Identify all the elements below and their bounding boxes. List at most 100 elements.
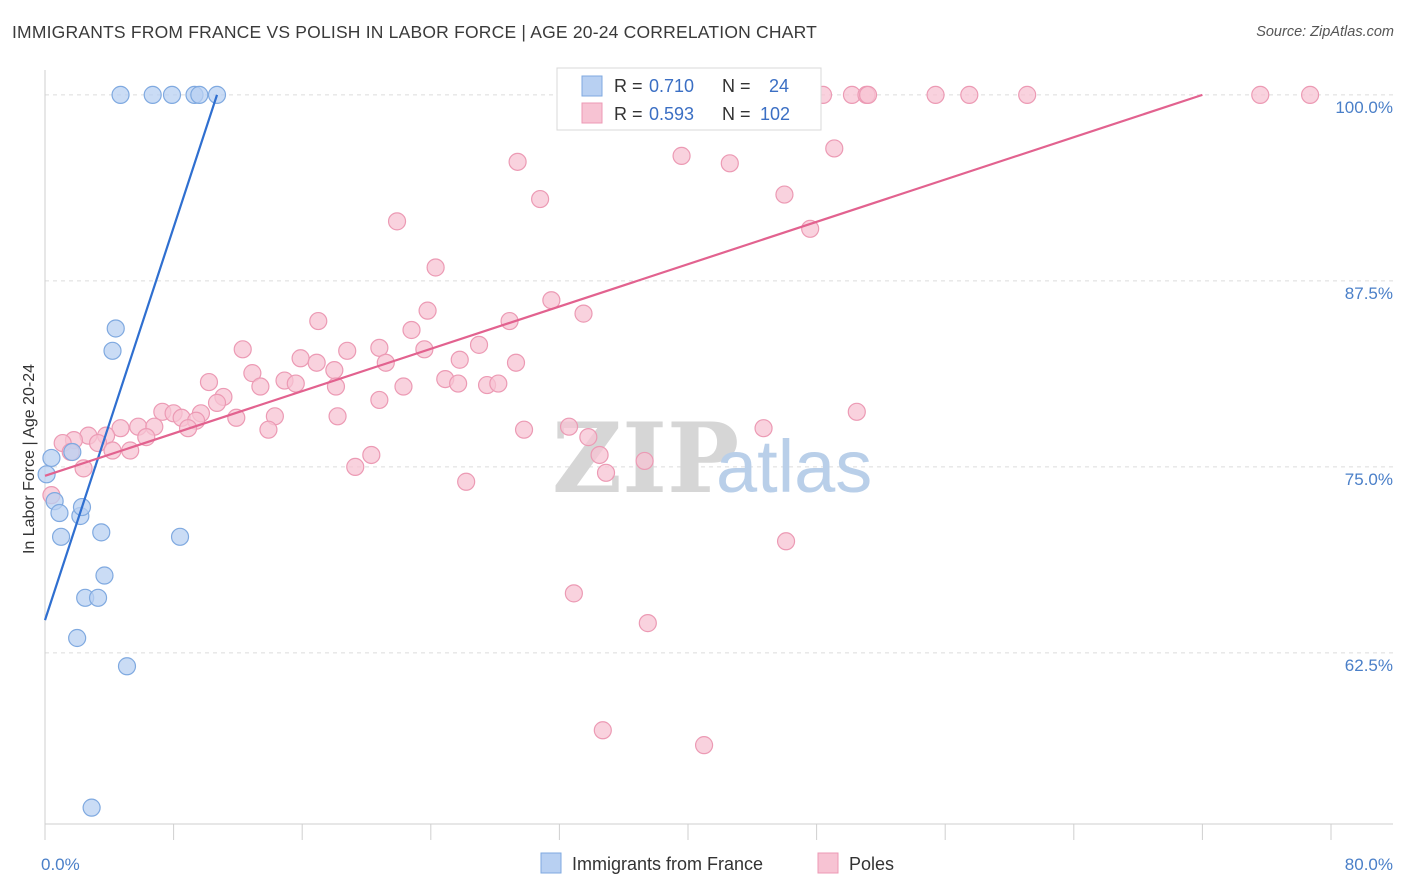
- point-poles: [325, 361, 344, 380]
- point-poles: [531, 189, 550, 209]
- point-poles: [847, 402, 866, 421]
- point-immigrants-from-france: [117, 657, 137, 676]
- point-poles: [450, 350, 469, 369]
- legend-r-label-2: R =: [614, 104, 643, 124]
- point-poles: [259, 420, 278, 439]
- chart-title: IMMIGRANTS FROM FRANCE VS POLISH IN LABO…: [12, 22, 817, 42]
- point-poles: [387, 212, 407, 231]
- x-tick-label: 80.0%: [1345, 855, 1393, 874]
- point-poles: [449, 374, 468, 393]
- point-poles: [775, 185, 794, 204]
- point-poles: [720, 154, 739, 173]
- point-poles: [469, 335, 489, 354]
- point-poles: [776, 532, 796, 551]
- point-poles: [338, 341, 357, 360]
- point-poles: [199, 372, 219, 392]
- point-poles: [328, 407, 347, 426]
- point-poles: [309, 311, 328, 331]
- point-immigrants-from-france: [162, 85, 182, 104]
- point-poles: [402, 320, 421, 340]
- point-poles: [1251, 85, 1270, 104]
- axes-layer: 100.0% 87.5% 75.0% 62.5% 0.0% 80.0%: [41, 70, 1393, 874]
- point-poles: [694, 736, 714, 755]
- legend-swatch-blue: [581, 75, 603, 97]
- point-immigrants-from-france: [190, 85, 209, 104]
- point-immigrants-from-france: [106, 319, 125, 338]
- legend: R = 0.710 N = 24 R = 0.593 N = 102: [556, 67, 822, 131]
- legend-n-label-1: N =: [722, 76, 751, 96]
- point-immigrants-from-france: [88, 588, 108, 607]
- point-poles: [1018, 85, 1037, 104]
- point-immigrants-from-france: [68, 628, 87, 648]
- bottom-legend: Immigrants from France Poles: [540, 852, 894, 874]
- point-immigrants-from-france: [143, 85, 162, 104]
- x-tick-label: 0.0%: [41, 855, 80, 874]
- y-tick-label: 100.0%: [1335, 98, 1393, 117]
- point-poles: [564, 584, 583, 603]
- point-poles: [1301, 85, 1320, 104]
- point-poles: [251, 377, 270, 396]
- y-tick-label: 62.5%: [1345, 656, 1393, 675]
- point-poles: [370, 390, 389, 410]
- point-poles: [111, 419, 130, 438]
- point-poles: [207, 393, 227, 412]
- point-immigrants-from-france: [103, 341, 122, 360]
- point-immigrants-from-france: [42, 448, 61, 468]
- y-tick-label: 75.0%: [1345, 470, 1393, 489]
- point-poles: [362, 445, 381, 465]
- bottom-legend-swatch-pink: [817, 852, 839, 874]
- bottom-legend-label-poles: Poles: [849, 854, 894, 874]
- point-immigrants-from-france: [111, 85, 130, 104]
- point-poles: [635, 451, 654, 471]
- point-poles: [508, 152, 527, 171]
- point-immigrants-from-france: [51, 527, 71, 546]
- point-poles: [579, 428, 598, 447]
- legend-n-label-2: N =: [722, 104, 751, 124]
- y-tick-label: 87.5%: [1345, 284, 1393, 303]
- point-immigrants-from-france: [50, 503, 69, 523]
- point-poles: [559, 417, 579, 436]
- bottom-legend-swatch-blue: [540, 852, 562, 874]
- point-immigrants-from-france: [95, 566, 114, 585]
- points-layer: [37, 85, 1320, 817]
- point-poles: [825, 139, 844, 158]
- point-poles: [418, 301, 437, 320]
- trend-line-poles: [44, 93, 1203, 477]
- point-poles: [593, 721, 612, 740]
- legend-swatch-pink: [581, 102, 603, 124]
- point-immigrants-from-france: [63, 442, 82, 462]
- point-poles: [596, 463, 616, 482]
- bottom-legend-label-france: Immigrants from France: [572, 854, 763, 874]
- legend-n-value-2: 102: [760, 104, 790, 124]
- legend-r-value-1: 0.710: [649, 76, 694, 96]
- trend-layer: [43, 93, 1203, 621]
- point-poles: [506, 353, 526, 372]
- point-poles: [672, 146, 691, 165]
- point-poles: [489, 374, 508, 393]
- trend-line-immigrants-from-france: [43, 94, 219, 621]
- point-immigrants-from-france: [82, 798, 101, 817]
- point-poles: [415, 340, 434, 359]
- watermark-atlas: atlas: [716, 425, 872, 508]
- point-poles: [291, 349, 310, 368]
- point-poles: [394, 377, 413, 396]
- point-poles: [926, 85, 945, 104]
- legend-r-value-2: 0.593: [649, 104, 694, 124]
- legend-n-value-1: 24: [769, 76, 789, 96]
- point-immigrants-from-france: [92, 523, 111, 542]
- source-label: Source: ZipAtlas.com: [1256, 24, 1394, 40]
- point-poles: [960, 85, 979, 104]
- y-axis-title: In Labor Force | Age 20-24: [21, 364, 38, 554]
- point-poles: [858, 85, 878, 104]
- point-poles: [590, 445, 609, 465]
- point-poles: [307, 353, 326, 372]
- point-poles: [574, 304, 593, 323]
- point-poles: [514, 420, 534, 439]
- point-poles: [286, 374, 305, 393]
- point-immigrants-from-france: [170, 527, 190, 546]
- point-poles: [233, 340, 252, 359]
- point-poles: [638, 614, 657, 633]
- point-poles: [346, 457, 365, 476]
- point-poles: [426, 258, 445, 277]
- point-poles: [754, 419, 773, 438]
